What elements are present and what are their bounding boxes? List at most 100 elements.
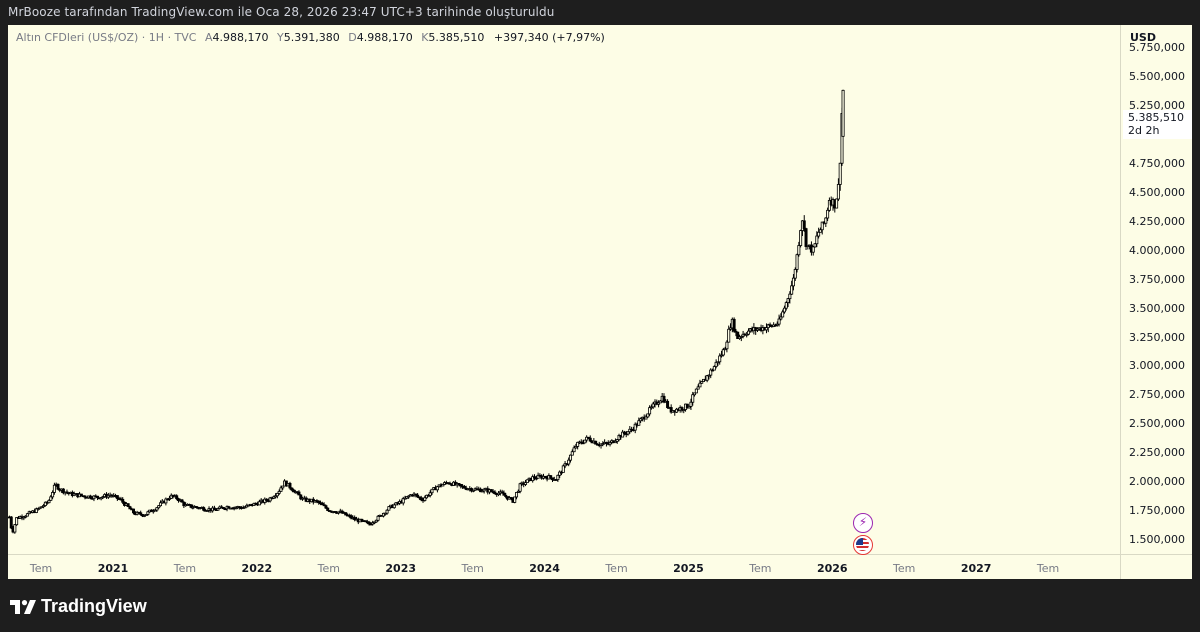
time-tick-label: 2025 [673,562,704,575]
chart-frame[interactable]: Altın CFDleri (US$/OZ) · 1H · TVC A4.988… [8,25,1192,579]
candle-body [374,519,378,523]
candle-body [556,474,560,481]
bar-countdown: 2d 2h [1128,124,1160,137]
candle-body [56,483,60,490]
candle-body [470,488,474,492]
time-tick-label: Tem [605,562,628,575]
candle-body [764,327,768,331]
candle-body [167,497,171,500]
candle-body [99,497,103,500]
candle-body [383,512,387,515]
candle-body [15,517,19,526]
candle-body [376,515,380,521]
candle-body [721,349,725,356]
candle-body [372,521,376,524]
candle-body [497,492,501,495]
candle-body [644,416,648,420]
candle-body [791,277,795,287]
price-axis[interactable]: USD 1.500,000 1.750,000 2.000,000 2.250,000… [1120,25,1192,579]
time-tick-label: Tem [173,562,197,575]
candle-body [633,423,637,431]
candle-body [588,437,592,442]
us-flag-icon[interactable] [853,535,873,555]
price-tick-label: 5.750,000 [1129,41,1185,55]
candle-body [698,382,702,388]
candle-body [435,486,439,491]
candle-body [189,504,193,508]
candle-body [349,515,353,519]
candle-body [693,392,697,396]
candle-body [79,493,83,497]
candle-body [824,217,828,224]
candle-body [649,406,653,409]
candle-body [712,366,716,371]
candle-body [243,506,247,509]
candle-body [714,361,718,367]
currency-label[interactable]: USD [1130,31,1156,44]
price-tick-label: 2.500,000 [1129,417,1185,431]
lightning-icon[interactable]: ⚡︎ [853,513,873,533]
candle-body [205,510,209,512]
candle-body [337,511,341,514]
candle-body [841,89,845,137]
candle-body [317,500,321,504]
close-key: K [421,31,429,44]
candle-body [175,495,179,500]
time-tick-label: 2027 [960,562,992,575]
candles [8,89,845,534]
price-tick-label: 4.250,000 [1129,214,1185,228]
time-axis[interactable]: Tem 2021 Tem 2022 Tem 2023 Tem 2024 Tem 2025 Tem 20… [8,554,1120,579]
candle-body [707,374,711,377]
time-tick-label: Tem [29,562,53,575]
candle-body [651,403,655,408]
candle-body [815,235,819,245]
candle-body [711,369,715,372]
candle-body [700,381,704,384]
symbol-label[interactable]: Altın CFDleri (US$/OZ) · 1H · TVC [16,31,197,44]
candle-body [462,486,466,489]
candle-body [423,497,427,501]
candle-body [716,361,720,364]
price-tick-label: 3.000,000 [1129,359,1185,373]
low-value: 4.988,170 [356,31,413,44]
candle-body [333,511,337,513]
candle-body [275,492,279,497]
last-price-tag: 5.385,510 2d 2h [1123,110,1192,139]
candle-body [479,488,483,493]
price-tick-label: 1.500,000 [1129,533,1185,547]
candle-body [164,498,168,504]
candle-body [574,446,578,449]
candle-body [401,498,405,504]
candle-body [568,454,572,461]
candle-body [533,476,537,479]
candle-body [416,494,420,498]
candle-body [793,269,797,279]
candle-body [83,495,87,498]
candle-body [802,220,806,230]
candle-body [288,482,292,489]
candle-body [689,401,693,407]
candle-body [480,490,484,493]
candle-body [779,316,783,320]
high-key: Y [277,31,284,44]
candle-body [817,231,821,237]
candle-body [430,488,434,494]
candle-body [658,400,662,404]
candle-body [813,243,817,248]
candle-body [428,492,432,496]
candle-body [42,505,46,508]
price-tick-label: 2.000,000 [1129,475,1185,489]
candle-body [516,490,520,493]
candle-body [88,495,92,499]
candlestick-plot[interactable] [8,25,1120,554]
candle-body [727,328,731,343]
candle-body [403,497,407,500]
candle-body [279,487,283,492]
candle-body [549,475,553,479]
candle-body [781,311,785,318]
candle-body [132,508,136,514]
candle-body [504,494,508,497]
price-tick-label: 1.750,000 [1129,504,1185,518]
candle-body [572,447,576,453]
candle-body [675,408,679,413]
